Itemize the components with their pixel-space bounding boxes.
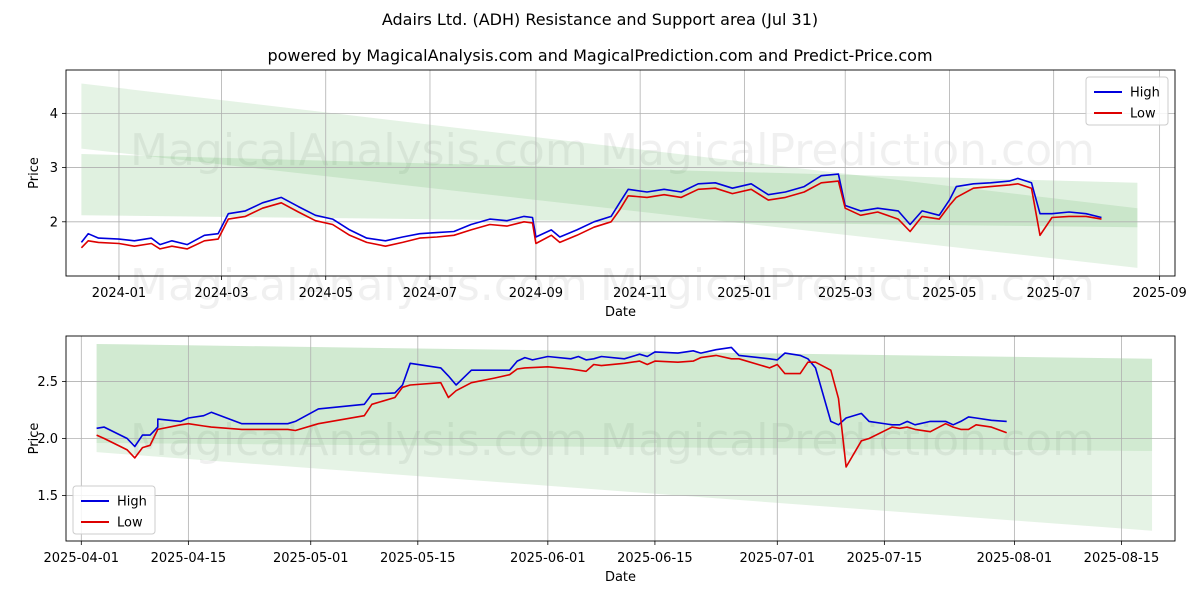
x-tick-label: 2025-05 [922,286,976,301]
legend-box [1085,76,1169,126]
y-axis-label: Price [27,423,42,455]
x-tick-label: 2025-07-01 [740,551,816,566]
x-tick-label: 2024-03 [194,286,248,301]
y-tick-label: 1.5 [37,489,58,504]
x-tick-label: 2025-08-15 [1084,551,1160,566]
x-tick-label: 2025-01 [717,286,771,301]
x-tick-label: 2025-07-15 [847,551,923,566]
y-tick-label: 2.5 [37,375,58,390]
x-tick-label: 2025-05-15 [380,551,456,566]
x-axis-label: Date [605,305,636,320]
x-tick-label: 2024-05 [299,286,353,301]
y-tick-label: 2 [50,215,58,230]
top-chart: MagicalAnalysis.com MagicalPrediction.com… [27,69,1187,320]
series-line-high [96,346,1007,448]
legend: High Low [72,485,156,535]
legend-label-low: Low [1130,107,1156,122]
legend: High Low [1085,76,1169,126]
legend-label-high: High [1130,86,1160,101]
x-tick-label: 2025-04-15 [151,551,227,566]
watermark-text: MagicalPrediction.com [600,260,1095,311]
resistance-support-band [96,343,1153,452]
series-line-low [96,354,1007,468]
watermark-text: MagicalAnalysis.com [130,415,588,466]
series-line-low [80,180,1102,250]
x-tick-label: 2025-04-01 [44,551,120,566]
x-tick-label: 2025-09 [1132,286,1186,301]
x-tick-label: 2025-06-01 [510,551,586,566]
y-tick-label: 4 [50,107,58,122]
y-axis-label: Price [27,157,42,189]
legend-box [72,485,156,535]
plot-frame [65,335,1176,542]
x-tick-label: 2024-07 [403,286,457,301]
watermark-text: MagicalAnalysis.com [130,260,588,311]
resistance-support-band [96,443,1153,531]
y-tick-label: 2.0 [37,432,58,447]
legend-label-high: High [117,495,147,510]
chart-title: Adairs Ltd. (ADH) Resistance and Support… [381,10,819,29]
y-tick-label: 3 [50,161,58,176]
watermark-text: MagicalPrediction.com [600,415,1095,466]
series-line-high [80,173,1102,246]
x-tick-label: 2024-09 [509,286,563,301]
legend-label-low: Low [117,516,143,531]
plot-frame [65,69,1176,277]
x-tick-label: 2024-11 [613,286,667,301]
chart-subtitle: powered by MagicalAnalysis.com and Magic… [267,46,933,65]
bottom-chart: MagicalAnalysis.com MagicalPrediction.com… [27,335,1176,585]
x-tick-label: 2025-03 [818,286,872,301]
x-tick-label: 2025-08-01 [977,551,1053,566]
x-tick-label: 2025-05-01 [273,551,349,566]
x-tick-label: 2024-01 [92,286,146,301]
x-tick-label: 2025-06-15 [617,551,693,566]
x-tick-label: 2025-07 [1027,286,1081,301]
x-axis-label: Date [605,570,636,585]
